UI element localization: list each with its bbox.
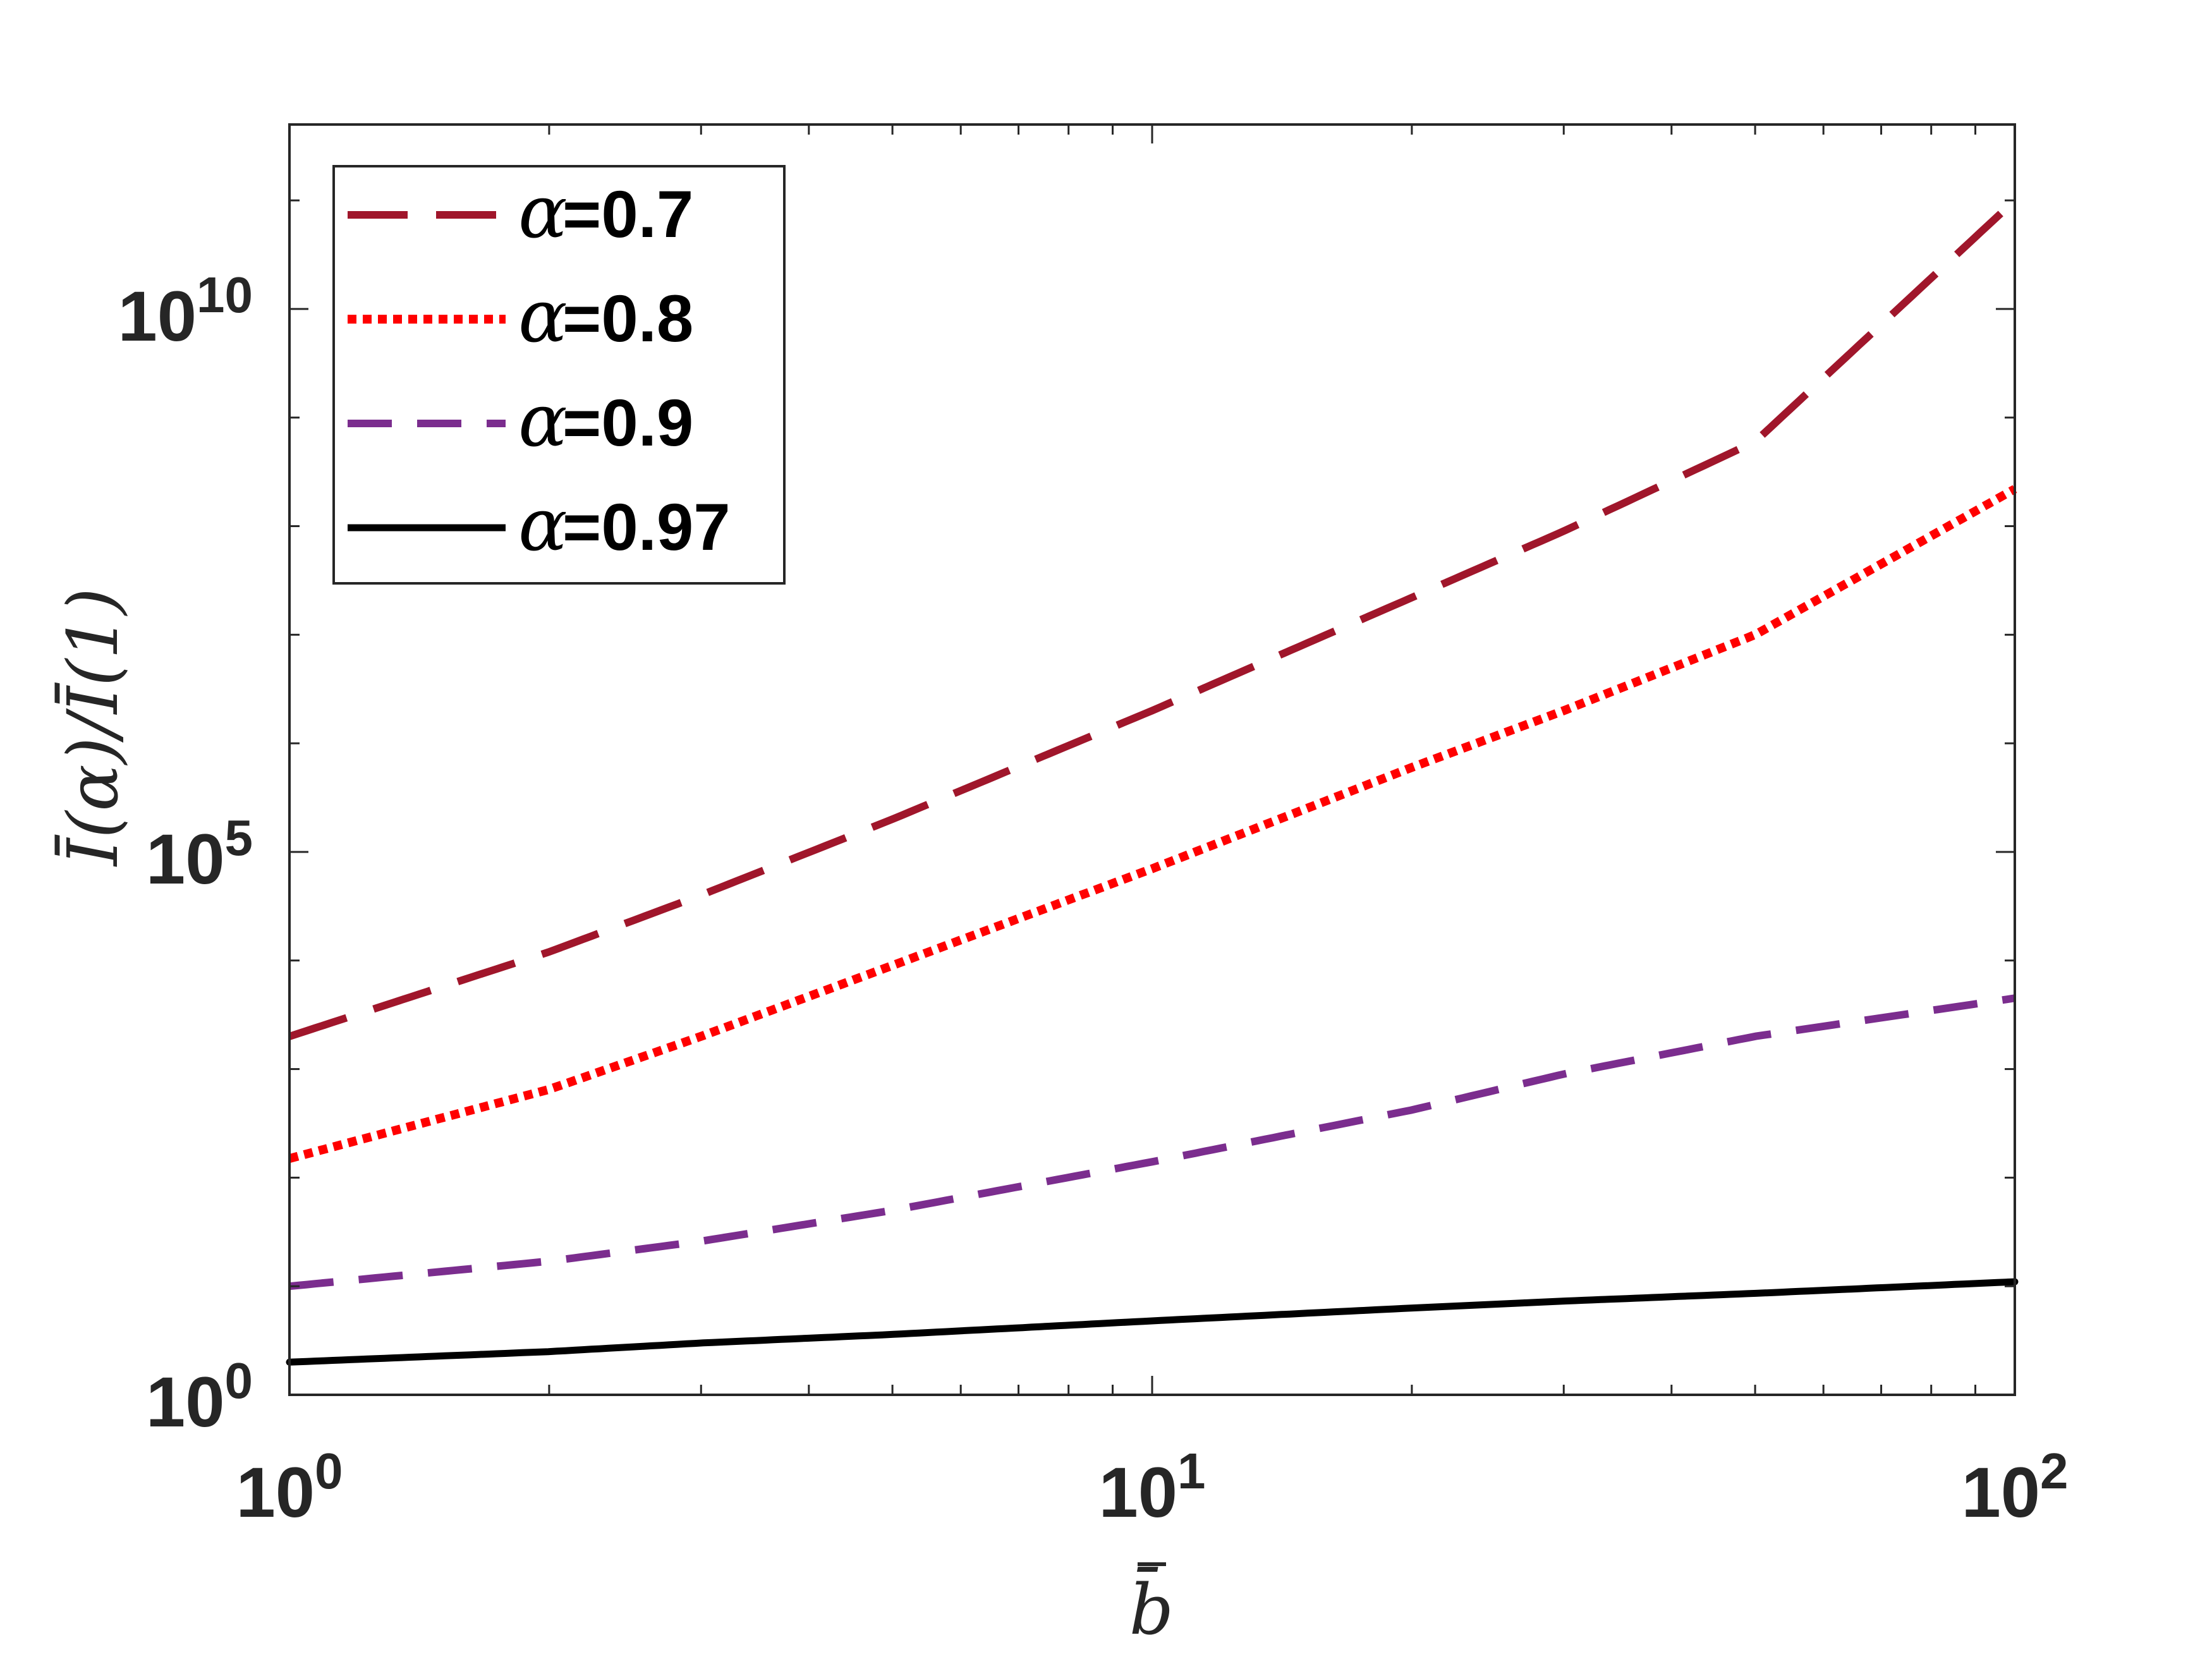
x-tick-label-base: 10 xyxy=(1098,1453,1177,1532)
y-tick-label: 100 xyxy=(146,1352,253,1442)
legend-symbol-1: α xyxy=(518,274,568,359)
y-tick-label: 1010 xyxy=(118,267,253,356)
x-tick-label-base: 10 xyxy=(1961,1453,2040,1532)
legend-symbol-2: α xyxy=(518,379,568,463)
x-axis-label-text: b̄ xyxy=(1129,1567,1174,1650)
y-tick-label-exponent: 10 xyxy=(197,267,253,323)
x-tick-label: 102 xyxy=(1961,1443,2068,1532)
series-line-0 xyxy=(288,197,2018,1040)
legend-symbol-3: α xyxy=(518,483,568,568)
legend-label-0: =0.7 xyxy=(562,178,693,252)
legend-label-3: =0.97 xyxy=(562,490,731,564)
legend: α=0.7α=0.8α=0.9α=0.97 xyxy=(332,165,786,585)
x-tick-label: 101 xyxy=(1098,1443,1205,1532)
series-layer xyxy=(286,197,2019,1366)
y-tick-label-base: 10 xyxy=(118,277,197,356)
series-line-2 xyxy=(289,994,2015,1291)
legend-label-2: =0.9 xyxy=(562,386,693,460)
y-axis-label: Ī(α)/Ī(1) xyxy=(52,588,133,867)
y-tick-label-base: 10 xyxy=(146,820,225,899)
y-tick-label-exponent: 5 xyxy=(225,810,253,866)
y-tick-label-exponent: 0 xyxy=(225,1352,253,1409)
ticks-layer xyxy=(288,125,2016,1396)
legend-symbol-0: α xyxy=(518,170,568,255)
y-axis-label-text: Ī(α)/Ī(1) xyxy=(52,588,133,867)
legend-box xyxy=(332,165,786,585)
legend-label-1: =0.8 xyxy=(562,282,693,356)
y-tick-label: 105 xyxy=(146,810,253,899)
x-tick-label-exponent: 1 xyxy=(1177,1443,1206,1499)
x-tick-label-base: 10 xyxy=(236,1453,315,1532)
x-tick-label-exponent: 0 xyxy=(315,1443,343,1499)
x-tick-label-exponent: 2 xyxy=(2040,1443,2069,1499)
series-line-1 xyxy=(288,485,2017,1163)
legend-entries: α=0.7α=0.8α=0.9α=0.97 xyxy=(348,170,731,568)
x-axis-label: b̄ xyxy=(1129,1562,1174,1650)
series-line-3 xyxy=(286,1278,2019,1366)
x-tick-label: 100 xyxy=(236,1443,343,1532)
y-tick-label-base: 10 xyxy=(146,1363,225,1442)
